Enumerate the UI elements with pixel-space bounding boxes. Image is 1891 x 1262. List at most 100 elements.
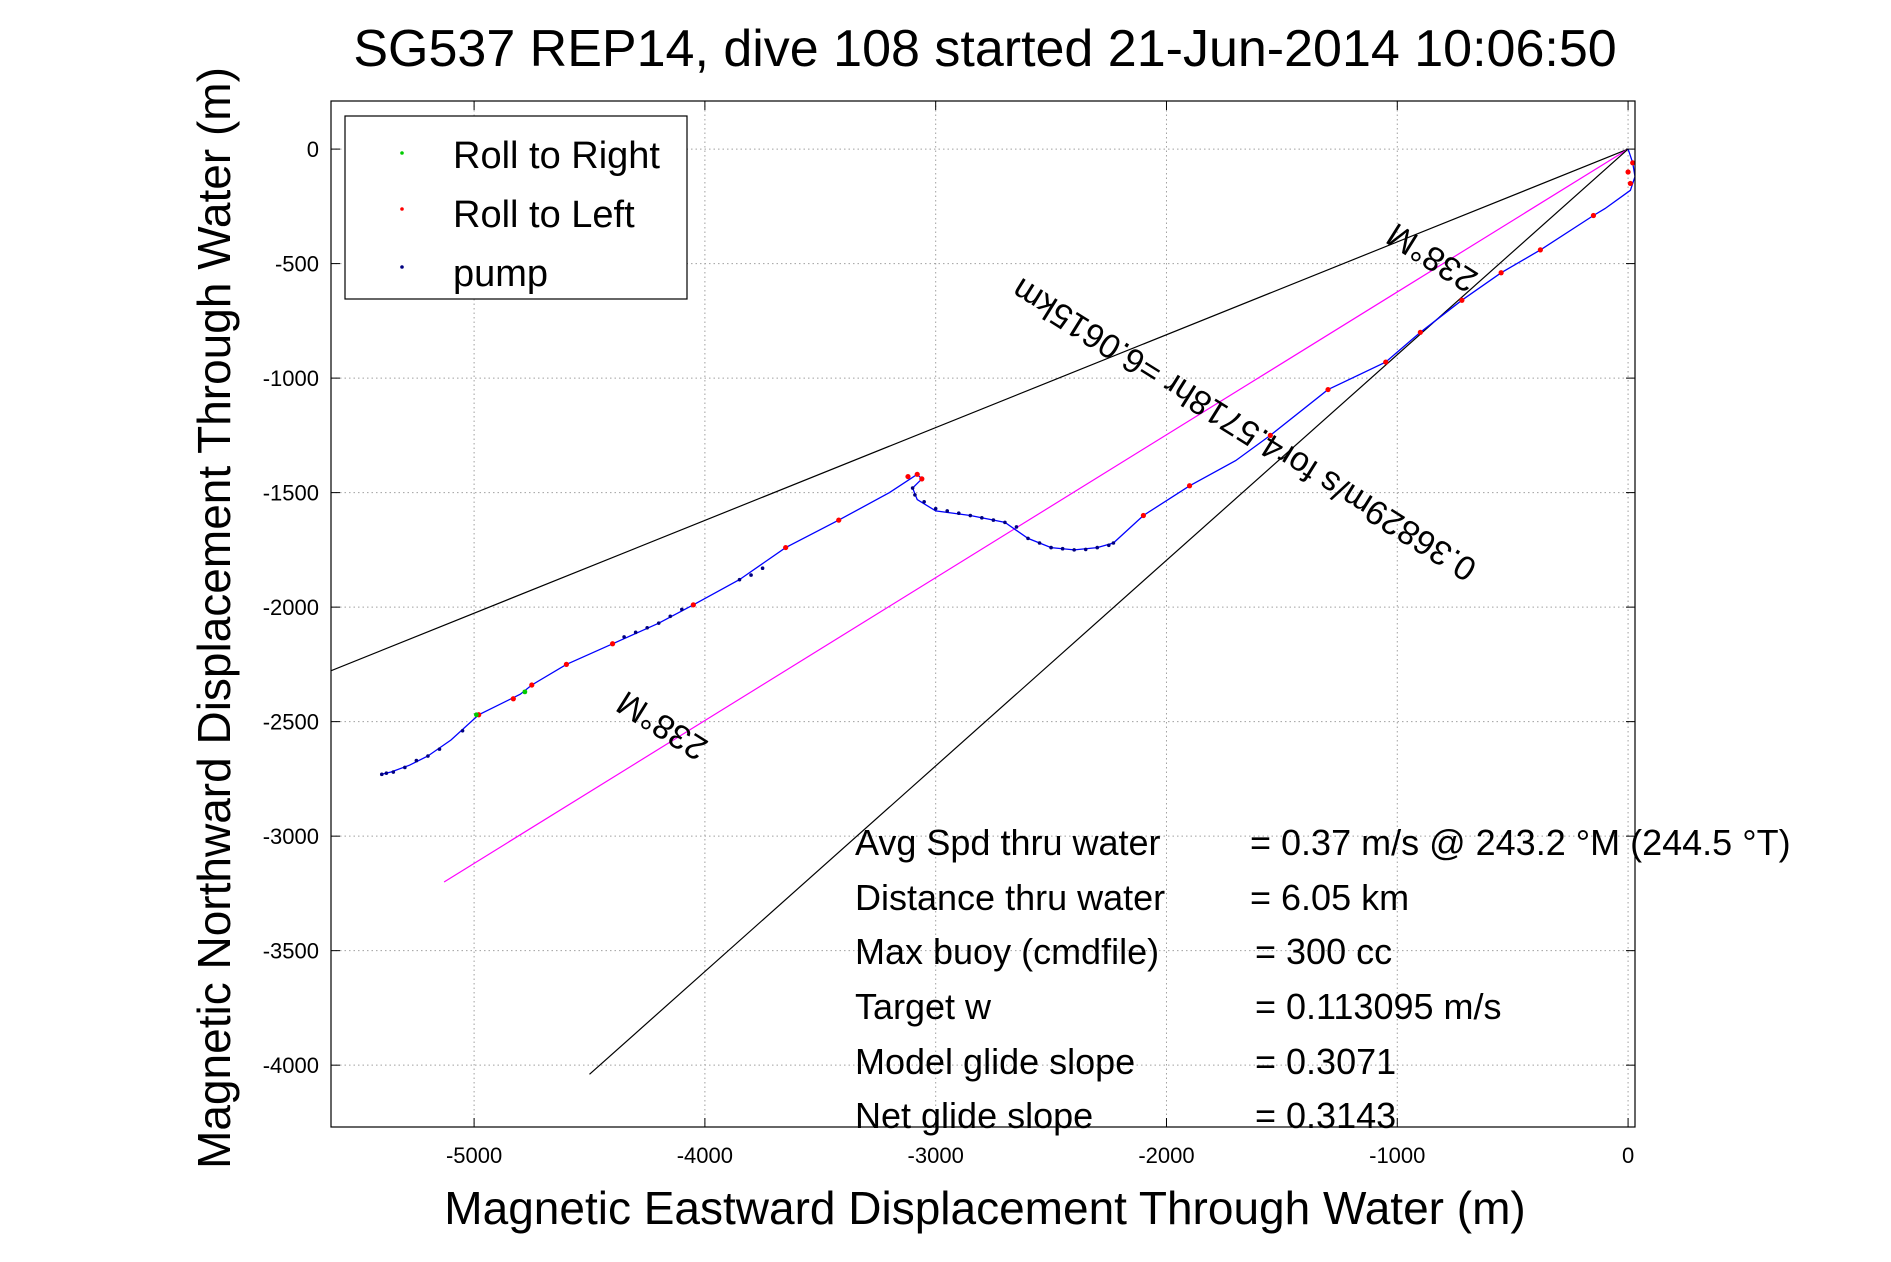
stats-block: Avg Spd thru water = 0.37 m/s @ 243.2 °M…: [855, 822, 1791, 1136]
stat-label-max-buoy: Max buoy (cmdfile): [855, 931, 1159, 972]
pump-point: [913, 493, 917, 497]
pump-point: [968, 513, 973, 518]
pump-point: [945, 509, 950, 513]
legend-marker-pump: [400, 265, 404, 269]
pump-point: [956, 511, 961, 516]
y-tick-label: -500: [275, 252, 319, 277]
y-tick-label: 0: [307, 137, 319, 162]
x-axis-label: Magnetic Eastward Displacement Through W…: [444, 1182, 1525, 1234]
legend-label-roll-to-left: Roll to Left: [453, 194, 635, 236]
y-tick-label: -1000: [263, 366, 319, 391]
pump-point: [737, 577, 742, 582]
roll-left-point: [914, 471, 920, 477]
pump-point: [991, 518, 996, 522]
stat-label-avg-speed: Avg Spd thru water: [855, 822, 1161, 863]
pump-point: [384, 771, 389, 775]
reference-line: [443, 148, 1629, 883]
stat-value-model-glide-slope: = 0.3071: [1255, 1041, 1396, 1082]
y-tick-label: -4000: [263, 1053, 319, 1078]
pump-point: [622, 635, 626, 639]
stat-label-net-glide-slope: Net glide slope: [855, 1095, 1093, 1136]
pump-point: [1003, 520, 1007, 525]
x-tick-label: -3000: [908, 1143, 964, 1168]
y-tick-label: -2500: [263, 710, 319, 735]
x-tick-label: -2000: [1138, 1143, 1194, 1168]
pump-point: [1083, 547, 1088, 552]
y-tick-label: -3000: [263, 824, 319, 849]
pump-point: [437, 747, 442, 751]
pump-point: [1111, 541, 1116, 545]
pump-point: [760, 566, 765, 570]
x-tick-label: 0: [1622, 1143, 1634, 1168]
pump-point: [1072, 548, 1076, 552]
roll-left-point: [836, 517, 842, 523]
pump-point: [922, 499, 926, 504]
roll-left-point: [1498, 270, 1504, 276]
pump-point: [1026, 536, 1030, 541]
stat-label-distance: Distance thru water: [855, 877, 1165, 918]
stat-label-model-glide-slope: Model glide slope: [855, 1041, 1135, 1082]
pump-point: [656, 621, 661, 625]
pump-point: [403, 765, 407, 770]
roll-left-point: [609, 641, 616, 647]
roll-left-point: [1325, 386, 1331, 393]
pump-point: [426, 754, 430, 758]
stat-value-avg-speed: = 0.37 m/s @ 243.2 °M (244.5 °T): [1250, 822, 1791, 863]
roll-left-point: [1140, 512, 1147, 519]
roll-left-point: [510, 696, 516, 702]
legend-label-roll-to-right: Roll to Right: [453, 135, 660, 177]
reference-line: [589, 148, 1629, 1075]
pump-point: [1049, 545, 1053, 550]
pump-point: [391, 770, 396, 774]
stat-value-target-w: = 0.113095 m/s: [1255, 986, 1502, 1027]
roll-left-point: [783, 544, 789, 551]
roll-left-point: [1630, 160, 1635, 166]
x-tick-label: -4000: [677, 1143, 733, 1168]
pump-point: [460, 728, 465, 733]
pump-point: [414, 758, 419, 763]
pump-point: [680, 607, 684, 612]
legend-marker-roll-to-right: [400, 151, 404, 155]
pump-point: [1106, 543, 1111, 548]
pump-point: [633, 630, 638, 635]
roll-left-point: [1590, 212, 1597, 219]
y-axis-label: Magnetic Northward Displacement Through …: [188, 67, 240, 1169]
stat-value-max-buoy: = 300 cc: [1255, 931, 1392, 972]
plot-frame: [330, 100, 1636, 1128]
pump-point: [379, 772, 384, 777]
reference-lines: [331, 148, 1629, 1075]
y-tick-label: -3500: [263, 939, 319, 964]
roll-left-point: [1459, 297, 1465, 303]
roll-left-point: [1383, 359, 1389, 365]
points-layer: [379, 160, 1635, 777]
roll-left-point: [905, 473, 911, 480]
reference-line: [331, 148, 1629, 672]
legend: Roll to Right Roll to Left pump: [344, 115, 688, 300]
pump-point: [980, 516, 984, 520]
roll-left-point: [1627, 180, 1633, 187]
y-tick-label: -2000: [263, 595, 319, 620]
track-layer: [381, 148, 1635, 775]
roll-left-point: [1267, 432, 1273, 438]
roll-right-point: [474, 712, 479, 718]
roll-left-point: [1625, 169, 1631, 175]
roll-left-point: [529, 682, 535, 688]
stat-value-net-glide-slope: = 0.3143: [1255, 1095, 1396, 1136]
pump-point: [910, 486, 915, 490]
stat-label-target-w: Target w: [855, 986, 992, 1027]
roll-left-point: [919, 476, 925, 482]
legend-label-pump: pump: [453, 253, 548, 295]
stat-value-distance: = 6.05 km: [1250, 877, 1409, 918]
pump-point: [749, 573, 753, 577]
x-tick-label: -5000: [446, 1143, 502, 1168]
roll-left-point: [1186, 483, 1193, 489]
pump-point: [645, 625, 649, 630]
pump-point: [933, 506, 938, 511]
pump-point: [1095, 545, 1100, 550]
x-axis-ticks: -5000 -4000 -3000 -2000 -1000 0: [446, 101, 1634, 1168]
pump-point: [1037, 541, 1042, 545]
x-tick-label: -1000: [1369, 1143, 1425, 1168]
pump-point: [1060, 546, 1065, 551]
roll-left-point: [690, 602, 696, 608]
